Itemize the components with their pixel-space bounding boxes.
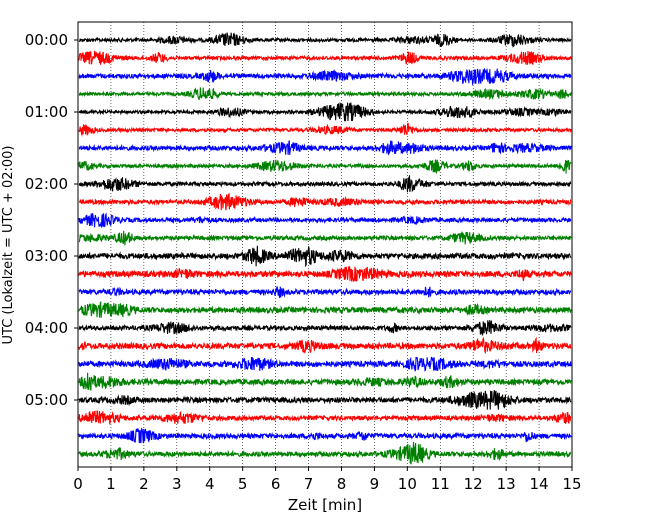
trace-line [78, 301, 572, 318]
trace-line [78, 68, 572, 86]
y-axis-label: UTC (Lokalzeit = UTC + 02:00) [1, 146, 16, 345]
x-tick-label: 7 [304, 475, 314, 493]
x-tick-label: 10 [398, 475, 417, 493]
trace-line [78, 230, 572, 246]
seismic-traces [78, 32, 572, 465]
trace-line [78, 140, 572, 156]
x-axis-ticks: 0 1 2 3 4 5 6 7 8 9 10 11 12 13 14 15 [73, 467, 582, 493]
y-axis-ticks: 00:00 01:00 02:00 03:00 04:00 05:00 [25, 31, 78, 409]
x-axis-label: Zeit [min] [288, 496, 362, 514]
trace-line [78, 410, 572, 426]
x-tick-label: 2 [139, 475, 149, 493]
grid-lines [110, 22, 540, 467]
trace-line [78, 320, 572, 336]
trace-line [78, 212, 572, 228]
trace-line [78, 87, 572, 101]
trace-line [78, 266, 572, 282]
x-tick-label: 15 [562, 475, 581, 493]
trace-line [78, 336, 572, 355]
x-tick-label: 13 [497, 475, 516, 493]
x-tick-label: 3 [172, 475, 182, 493]
trace-line [78, 285, 572, 299]
x-tick-label: 12 [464, 475, 483, 493]
trace-line [78, 442, 572, 465]
trace-line [78, 356, 572, 372]
x-tick-label: 5 [238, 475, 248, 493]
plot-frame [77, 21, 573, 468]
y-tick-label: 04:00 [25, 319, 68, 337]
trace-line [78, 427, 572, 444]
x-tick-label: 0 [73, 475, 83, 493]
trace-line [78, 245, 572, 268]
y-tick-label: 02:00 [25, 175, 68, 193]
y-tick-label: 01:00 [25, 103, 68, 121]
trace-line [78, 101, 572, 122]
x-tick-label: 9 [370, 475, 380, 493]
y-tick-label: 03:00 [25, 247, 68, 265]
x-tick-label: 11 [431, 475, 450, 493]
y-tick-label: 00:00 [25, 31, 68, 49]
trace-line [78, 32, 572, 48]
trace-line [78, 372, 572, 391]
x-tick-label: 14 [530, 475, 549, 493]
trace-line [78, 175, 572, 193]
x-tick-label: 6 [271, 475, 281, 493]
trace-line [78, 390, 572, 410]
trace-line [78, 192, 572, 211]
x-tick-label: 8 [337, 475, 347, 493]
y-tick-label: 05:00 [25, 391, 68, 409]
x-tick-label: 4 [205, 475, 215, 493]
trace-line [78, 159, 572, 175]
x-tick-label: 1 [106, 475, 116, 493]
trace-line [78, 50, 572, 65]
trace-line [78, 122, 572, 137]
